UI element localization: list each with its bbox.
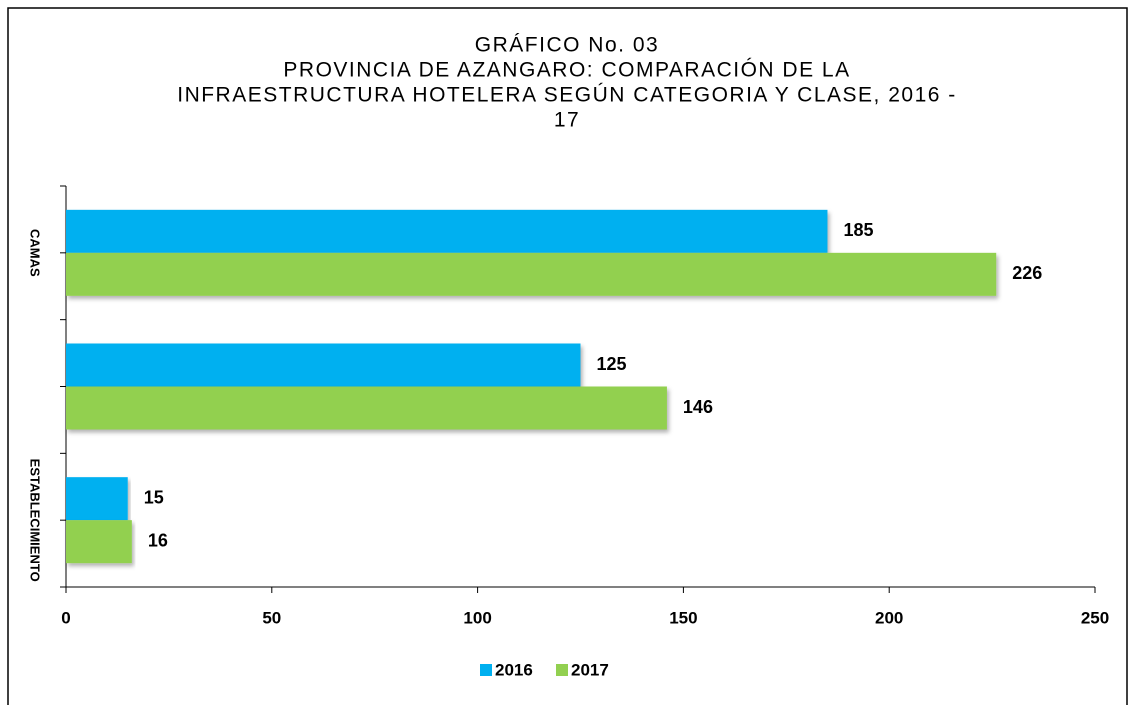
x-tick-label: 150 [669, 608, 697, 627]
legend-swatch [556, 664, 568, 676]
x-tick-label: 50 [262, 608, 281, 627]
legend-label: 2016 [495, 660, 533, 679]
frame [7, 7, 1128, 705]
chart-title: GRÁFICO No. 03 [475, 34, 659, 57]
legend-swatch [480, 664, 492, 676]
value-label: 125 [597, 354, 627, 374]
bar [66, 386, 667, 430]
bar [66, 209, 828, 253]
legend-label: 2017 [571, 660, 609, 679]
category-label: ESTABLECIMIENTO [28, 459, 43, 582]
bar [66, 252, 997, 296]
bar [66, 520, 132, 564]
category-label: CAMAS [28, 229, 43, 277]
x-tick-label: 100 [463, 608, 491, 627]
value-label: 185 [843, 220, 873, 240]
chart-title: 17 [554, 109, 580, 132]
x-tick-label: 200 [875, 608, 903, 627]
bar [66, 477, 128, 521]
chart-title: PROVINCIA DE AZANGARO: COMPARACIÓN DE LA [283, 59, 850, 82]
value-label: 146 [683, 397, 713, 417]
x-tick-label: 250 [1081, 608, 1109, 627]
value-label: 16 [148, 530, 168, 550]
chart-title: INFRAESTRUCTURA HOTELERA SEGÚN CATEGORIA… [177, 84, 957, 107]
bar [66, 343, 581, 387]
value-label: 226 [1012, 263, 1042, 283]
x-tick-label: 0 [61, 608, 70, 627]
value-label: 15 [144, 487, 164, 507]
